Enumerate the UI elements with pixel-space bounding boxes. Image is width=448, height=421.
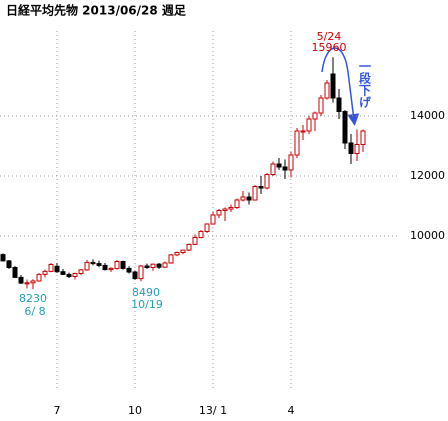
candle-body bbox=[24, 282, 30, 285]
candle-body bbox=[306, 118, 312, 132]
candle-body bbox=[42, 270, 48, 275]
x-tick-label: 10 bbox=[128, 404, 142, 417]
candle-body bbox=[198, 231, 204, 238]
y-tick-label: 12000 bbox=[410, 169, 445, 182]
candle-body bbox=[216, 210, 222, 216]
candle-body bbox=[342, 111, 348, 144]
candle-body bbox=[138, 265, 144, 280]
candle-body bbox=[132, 271, 138, 280]
candle-body bbox=[30, 280, 36, 284]
candle-body bbox=[282, 166, 288, 171]
candle-body bbox=[174, 252, 180, 256]
x-tick-label: 13/ 1 bbox=[199, 404, 227, 417]
candle-body bbox=[72, 273, 78, 277]
candle-body bbox=[18, 276, 24, 284]
annotation: 10/19 bbox=[131, 298, 163, 311]
y-tick-label: 14000 bbox=[410, 109, 445, 122]
candle-body bbox=[192, 237, 198, 245]
candle-body bbox=[54, 265, 60, 273]
annotation: 5/24 bbox=[317, 30, 342, 43]
candle-body bbox=[354, 144, 360, 154]
candle-body bbox=[210, 214, 216, 225]
candle-body bbox=[108, 267, 114, 271]
candle-body bbox=[180, 249, 186, 254]
candle-body bbox=[246, 196, 252, 201]
candle-body bbox=[234, 199, 240, 208]
candle-body bbox=[66, 273, 72, 277]
candle-body bbox=[60, 271, 66, 275]
candle-body bbox=[96, 263, 102, 266]
candle-body bbox=[312, 112, 318, 120]
candle-body bbox=[114, 261, 120, 269]
candle-body bbox=[78, 269, 84, 274]
candle-body bbox=[90, 261, 96, 265]
candle-body bbox=[252, 186, 258, 201]
candle-body bbox=[12, 267, 18, 278]
candle-body bbox=[120, 261, 126, 269]
candle-body bbox=[186, 243, 192, 251]
candle-body bbox=[6, 260, 12, 268]
candle-body bbox=[204, 223, 210, 232]
annotation: 一段下げ bbox=[358, 60, 372, 109]
candle-body bbox=[300, 130, 306, 133]
x-tick-label: 7 bbox=[54, 404, 61, 417]
chart-title: 日経平均先物 2013/06/28 週足 bbox=[6, 3, 186, 18]
candle-body bbox=[270, 163, 276, 175]
candle-body bbox=[264, 174, 270, 189]
candle-body bbox=[228, 207, 234, 210]
candle-body bbox=[150, 263, 156, 269]
candle-body bbox=[48, 264, 54, 272]
candle-body bbox=[330, 73, 336, 99]
candle-body bbox=[324, 82, 330, 99]
candle-body bbox=[168, 254, 174, 264]
arrow bbox=[321, 47, 360, 126]
candle-body bbox=[336, 97, 342, 112]
candle-body bbox=[360, 130, 366, 145]
candle-body bbox=[36, 273, 42, 282]
candle-body bbox=[348, 142, 354, 154]
candle-body bbox=[222, 208, 228, 211]
annotation: 15960 bbox=[312, 41, 347, 54]
candle-body bbox=[0, 254, 6, 262]
x-tick-label: 4 bbox=[288, 404, 295, 417]
annotation: 8230 bbox=[19, 292, 47, 305]
candle-body bbox=[102, 264, 108, 271]
candle-body bbox=[318, 97, 324, 114]
candle-body bbox=[294, 130, 300, 156]
candle-body bbox=[84, 261, 90, 271]
candle-body bbox=[288, 154, 294, 171]
candle-body bbox=[144, 265, 150, 268]
candle-body bbox=[162, 262, 168, 268]
candle-body bbox=[258, 186, 264, 189]
candle-body bbox=[156, 263, 162, 268]
candle-body bbox=[276, 163, 282, 168]
candle-body bbox=[126, 267, 132, 273]
y-tick-label: 10000 bbox=[410, 229, 445, 242]
candle-body bbox=[240, 196, 246, 201]
annotation: 6/ 8 bbox=[24, 305, 45, 318]
annotation: 8490 bbox=[132, 286, 160, 299]
